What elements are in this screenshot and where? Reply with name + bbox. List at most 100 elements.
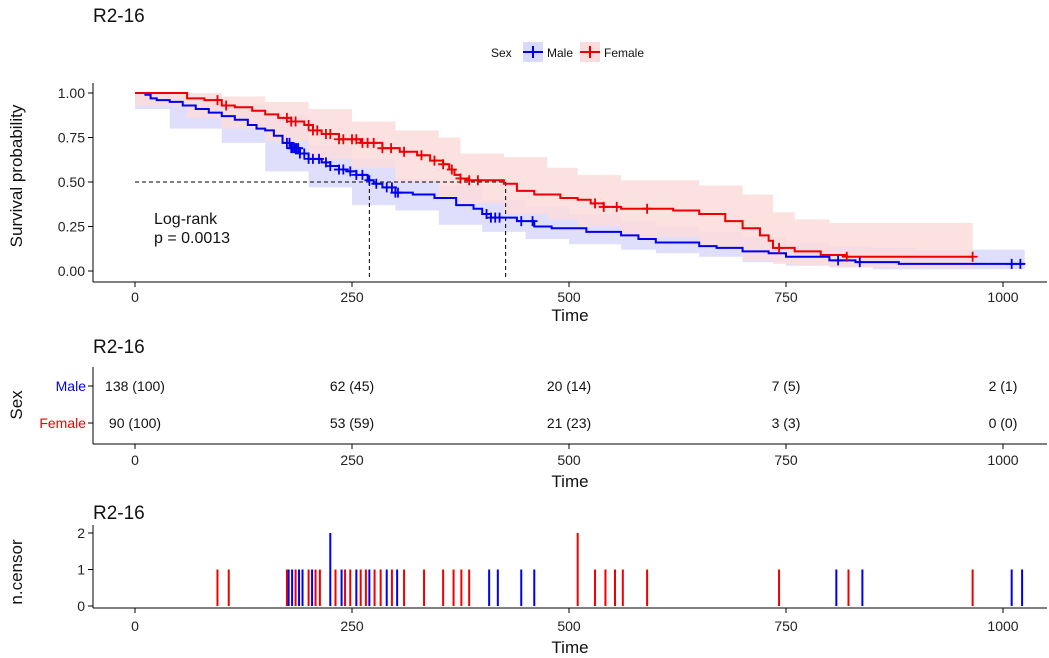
risk-xtick-label: 250 [340, 452, 364, 468]
risk-cell-male: 7 (5) [772, 378, 801, 394]
censor-mark-male [299, 148, 310, 159]
censor-mark-male [854, 257, 865, 268]
censor-mark-male [357, 169, 368, 180]
censor-mark-male [325, 160, 336, 171]
censor-plot-area: 0 1 2 0 250 500 750 1000 [77, 525, 1047, 634]
risk-cell-male: 62 (45) [330, 378, 374, 394]
censor-mark-female [967, 251, 978, 262]
risk-xtick-label: 0 [131, 452, 139, 468]
censor-mark-female [212, 95, 223, 106]
censor-ytick-label: 2 [77, 525, 85, 541]
censor-mark-female [399, 146, 410, 157]
censor-mark-male [494, 212, 505, 223]
censor-mark-male [386, 182, 397, 193]
risk-ylabel: Sex [7, 390, 26, 420]
censor-mark-female [841, 251, 852, 262]
censor-ytick-label: 1 [77, 562, 85, 578]
censor-ytick-label: 0 [77, 598, 85, 614]
censor-mark-female [438, 159, 449, 170]
risk-xlabel: Time [551, 472, 588, 491]
censor-mark-male [1015, 258, 1026, 269]
risk-xtick-label: 750 [774, 452, 798, 468]
censor-mark-female [325, 128, 336, 139]
legend-female-label: Female [604, 46, 644, 60]
km-ytick-label: 0.00 [58, 263, 85, 279]
censor-mark-female [446, 164, 457, 175]
km-xtick-label: 500 [557, 289, 581, 305]
censor-xtick-label: 750 [774, 618, 798, 634]
censor-mark-female [464, 175, 475, 186]
km-panel: R2-16 Sex Male Female 0.00 0.25 0.50 0.75 1.… [7, 6, 1047, 325]
censor-mark-male [293, 143, 304, 154]
censor-mark-female [598, 201, 609, 212]
risk-cell-female: 21 (23) [547, 415, 591, 431]
censor-mark-female [590, 198, 601, 209]
censor-xtick-label: 1000 [987, 618, 1018, 634]
censor-mark-male [345, 166, 356, 177]
censor-xlabel: Time [551, 638, 588, 657]
censor-mark-male [1006, 258, 1017, 269]
censor-xtick-label: 0 [131, 618, 139, 634]
censor-mark-male [516, 216, 527, 227]
ci-band-female [135, 93, 973, 268]
risk-cell-female: 3 (3) [772, 415, 801, 431]
censor-mark-female [377, 143, 388, 154]
censor-mark-male [371, 178, 382, 189]
censor-panel: R2-16 n.censor 0 1 2 0 250 500 750 1000 Time [7, 503, 1047, 657]
censor-mark-female [303, 120, 314, 131]
censor-mark-female [429, 155, 440, 166]
censor-xtick-label: 250 [340, 618, 364, 634]
censor-mark-female [416, 150, 427, 161]
km-title: R2-16 [93, 6, 145, 27]
censor-mark-female [351, 134, 362, 145]
risk-xtick-label: 1000 [987, 452, 1018, 468]
censor-mark-female [611, 201, 622, 212]
censor-mark-female [472, 175, 483, 186]
censor-ylabel: n.censor [7, 539, 26, 605]
km-ytick-label: 0.25 [58, 219, 85, 235]
censor-mark-female [221, 100, 232, 111]
censor-mark-female [338, 134, 349, 145]
censor-mark-female [368, 137, 379, 148]
logrank-pvalue: p = 0.0013 [154, 230, 230, 247]
risk-cell-female: 53 (59) [330, 415, 374, 431]
risk-row-label-male: Male [56, 378, 87, 394]
censor-xtick-label: 500 [557, 618, 581, 634]
km-xlabel: Time [551, 306, 588, 325]
risk-table-panel: R2-16 Sex Male Female 138 (100) 62 (45) 20… [7, 337, 1047, 491]
km-curve-male [135, 92, 1025, 265]
censor-mark-male [364, 175, 375, 186]
km-curve-female [135, 92, 973, 258]
censor-mark-female [312, 125, 323, 136]
censor-mark-female [290, 116, 301, 127]
logrank-label: Log-rank [154, 211, 218, 228]
censor-mark-female [455, 173, 466, 184]
risk-xtick-label: 500 [557, 452, 581, 468]
km-xtick-label: 750 [774, 289, 798, 305]
km-ytick-label: 0.75 [58, 130, 85, 146]
risk-row-label-female: Female [39, 415, 86, 431]
km-xtick-label: 250 [340, 289, 364, 305]
legend: Sex Male Female [491, 42, 644, 62]
censor-mark-female [386, 143, 397, 154]
censor-mark-female [642, 203, 653, 214]
risk-cell-female: 90 (100) [109, 415, 161, 431]
censor-mark-male [393, 187, 404, 198]
risk-axis: 0 250 500 750 1000 [88, 367, 1047, 468]
km-plot-area: 0.00 0.25 0.50 0.75 1.00 0 250 500 750 1000 [58, 83, 1047, 305]
censor-mark-female [774, 242, 785, 253]
censor-mark-male [527, 216, 538, 227]
km-xtick-label: 0 [131, 289, 139, 305]
km-ytick-label: 0.50 [58, 174, 85, 190]
km-xtick-label: 1000 [987, 289, 1018, 305]
censor-mark-male [284, 137, 295, 148]
censor-mark-male [338, 164, 349, 175]
legend-male-label: Male [547, 46, 573, 60]
censor-mark-male [314, 153, 325, 164]
risk-cell-female: 0 (0) [989, 415, 1018, 431]
risk-title: R2-16 [93, 337, 145, 358]
km-ylabel: Survival probability [7, 104, 26, 247]
risk-cells: 138 (100) 62 (45) 20 (14) 7 (5) 2 (1) 90 (100… [105, 378, 1017, 431]
legend-title: Sex [491, 46, 512, 60]
